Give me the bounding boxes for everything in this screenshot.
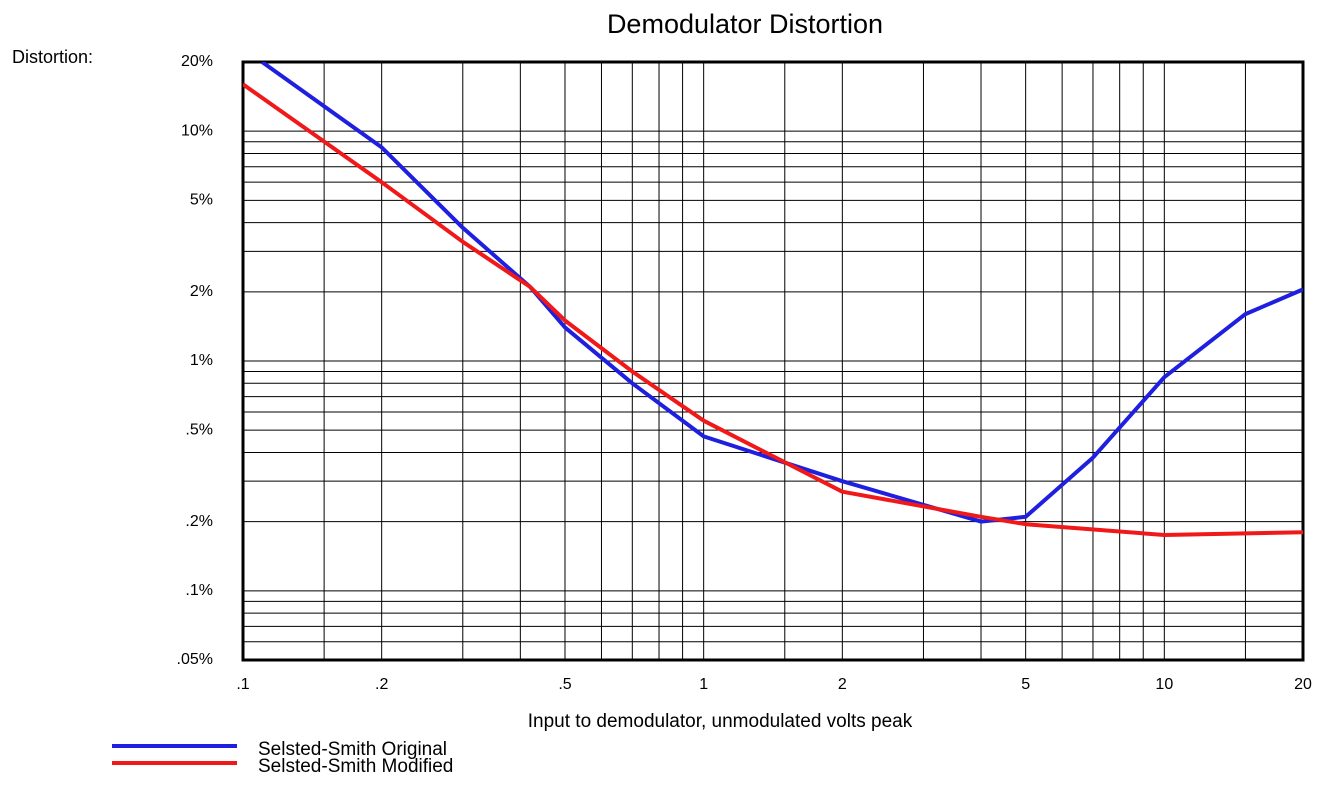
legend-label: Selsted-Smith Original bbox=[258, 739, 447, 760]
series-line bbox=[243, 82, 1303, 537]
x-tick-label: 20 bbox=[1294, 676, 1312, 693]
x-tick-label: .1 bbox=[236, 676, 249, 693]
series-line bbox=[260, 62, 1303, 524]
x-tick-label: .5 bbox=[558, 676, 571, 693]
y-tick-label: 2% bbox=[190, 283, 213, 300]
x-axis-label: Input to demodulator, unmodulated volts … bbox=[528, 711, 913, 732]
x-tick-label: 10 bbox=[1155, 676, 1173, 693]
x-tick-label: 1 bbox=[699, 676, 708, 693]
y-tick-label: 1% bbox=[190, 352, 213, 369]
y-tick-label: .5% bbox=[185, 421, 213, 438]
chart-title: Demodulator Distortion bbox=[607, 9, 883, 39]
y-tick-label: 10% bbox=[181, 122, 213, 139]
y-tick-label: .1% bbox=[185, 582, 213, 599]
plot-frame bbox=[241, 60, 1305, 662]
x-tick-label: 5 bbox=[1021, 676, 1030, 693]
y-tick-label: .2% bbox=[185, 513, 213, 530]
y-tick-label: .05% bbox=[177, 651, 213, 668]
legend-label: Selsted-Smith Modified bbox=[258, 756, 453, 777]
y-tick-label: 5% bbox=[190, 192, 213, 209]
x-tick-label: .2 bbox=[375, 676, 388, 693]
x-tick-label: 2 bbox=[838, 676, 847, 693]
y-tick-label: 20% bbox=[181, 53, 213, 70]
y-axis-label: Distortion: bbox=[12, 47, 93, 67]
